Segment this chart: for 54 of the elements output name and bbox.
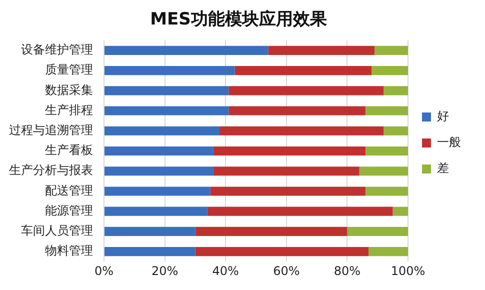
y-tick-label: 生产看板 <box>45 143 93 158</box>
bar <box>104 126 220 136</box>
bar <box>104 46 268 55</box>
bar <box>384 126 408 136</box>
bar <box>359 166 408 176</box>
bar <box>104 186 210 196</box>
bar <box>213 146 366 156</box>
y-tick-label: 数据采集 <box>45 82 93 97</box>
x-tick-label: 100% <box>390 264 426 278</box>
bar <box>228 106 366 116</box>
bar <box>195 226 348 236</box>
legend-label: 一般 <box>437 135 461 150</box>
y-tick-label: 生产排程 <box>45 102 93 117</box>
bar <box>104 206 208 216</box>
bar <box>347 226 408 236</box>
bar <box>195 247 368 256</box>
x-tick-label: 20% <box>151 264 178 278</box>
y-tick-label: 过程与追溯管理 <box>9 123 93 138</box>
legend-label: 差 <box>437 161 449 176</box>
bar <box>384 86 408 96</box>
x-tick-label: 40% <box>212 264 239 278</box>
legend-label: 好 <box>437 109 449 124</box>
bar <box>104 66 235 76</box>
bar <box>104 146 214 156</box>
y-tick-label: 生产分析与报表 <box>9 163 93 178</box>
bar <box>368 247 408 256</box>
y-tick-label: 物料管理 <box>45 244 93 258</box>
chart-title: MES功能模块应用效果 <box>150 10 328 30</box>
bar <box>104 166 214 176</box>
bar <box>220 126 384 136</box>
bar <box>104 86 229 96</box>
y-tick-label: 车间人员管理 <box>21 224 93 238</box>
bar <box>365 146 408 156</box>
y-tick-label: 能源管理 <box>45 203 93 218</box>
bar <box>104 106 229 116</box>
bar <box>104 247 196 256</box>
bar <box>210 186 366 196</box>
x-tick-label: 0% <box>94 264 114 278</box>
bar <box>268 46 375 55</box>
bar <box>213 166 360 176</box>
bar <box>365 186 408 196</box>
bar <box>365 106 408 116</box>
bar <box>372 66 408 76</box>
bar <box>234 66 372 76</box>
bar <box>374 46 408 55</box>
x-tick-label: 80% <box>334 264 361 278</box>
x-tick-label: 60% <box>273 264 300 278</box>
y-tick-label: 配送管理 <box>45 183 93 198</box>
bar <box>392 206 408 216</box>
bar <box>207 206 393 216</box>
y-tick-label: 质量管理 <box>45 62 93 77</box>
bar <box>104 226 196 236</box>
y-tick-label: 设备维护管理 <box>21 42 93 57</box>
bar <box>228 86 384 96</box>
